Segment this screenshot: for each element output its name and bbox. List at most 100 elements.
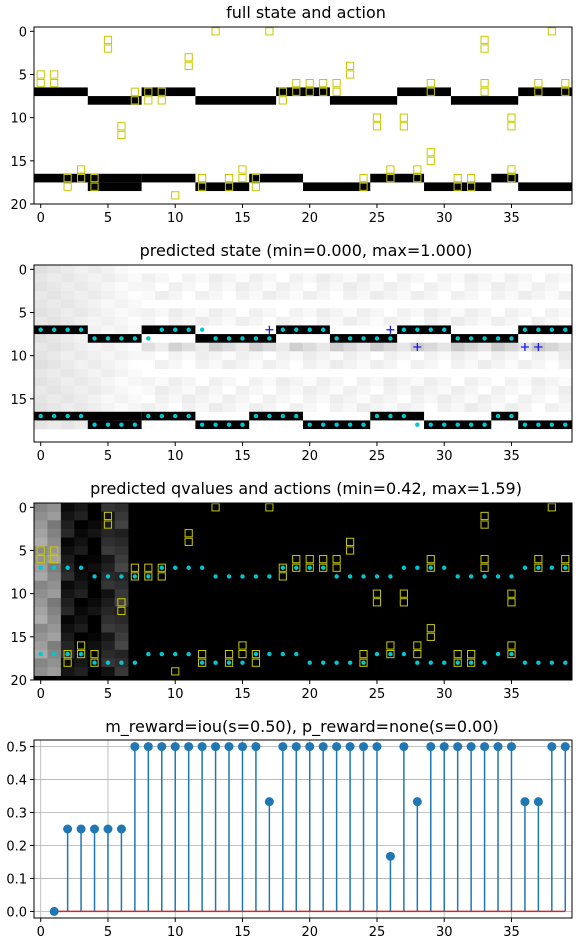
heat-cell <box>47 503 62 512</box>
state-dot <box>334 422 339 427</box>
state-dot <box>294 651 299 657</box>
heat-cell <box>114 511 129 521</box>
heat-cell <box>249 308 263 318</box>
heat-cell <box>34 537 48 547</box>
state-dot <box>146 651 151 657</box>
state-dot <box>536 327 541 332</box>
heat-cell <box>383 403 398 413</box>
heat-cell <box>545 385 559 395</box>
heat-cell <box>477 394 492 404</box>
heat-cell <box>114 351 129 361</box>
action-marker <box>63 173 72 183</box>
state-bar <box>276 325 330 335</box>
state-bar <box>518 420 572 430</box>
heat-cell <box>155 273 169 283</box>
state-bar <box>195 420 250 430</box>
state-dot <box>119 422 124 427</box>
heat-cell <box>101 290 115 300</box>
state-dot <box>522 327 528 332</box>
heat-cell <box>114 537 129 547</box>
state-dot <box>361 660 366 665</box>
heat-cell <box>101 589 115 599</box>
state-dot <box>294 565 299 570</box>
heat-cell <box>235 342 250 352</box>
heat-cell <box>87 623 102 633</box>
heat-cell <box>101 342 115 352</box>
heat-cell <box>316 308 331 318</box>
state-dot <box>401 565 407 570</box>
state-dot <box>213 660 218 665</box>
heat-cell <box>60 503 75 512</box>
action-marker <box>224 182 234 191</box>
action-marker <box>319 555 328 564</box>
x-tick-label: 20 <box>301 449 318 464</box>
state-dot <box>509 413 514 419</box>
state-dot <box>78 651 84 657</box>
state-dot <box>105 660 111 665</box>
stem-point <box>264 797 274 807</box>
heat-cell <box>128 377 142 387</box>
heat-cell <box>249 342 263 352</box>
heat-cell <box>329 273 344 283</box>
action-marker <box>50 555 59 564</box>
heat-cell <box>114 520 129 530</box>
x-tick-label: 10 <box>167 211 184 226</box>
action-marker <box>480 87 489 96</box>
heat-cell <box>47 632 62 642</box>
action-marker <box>76 641 86 650</box>
action-marker <box>251 182 261 191</box>
heat-cell <box>128 265 142 274</box>
heat-cell <box>47 572 62 582</box>
state-bar <box>195 182 250 192</box>
action-marker <box>238 165 247 174</box>
state-dot <box>65 413 70 419</box>
heat-cell <box>235 316 250 326</box>
heat-cell <box>101 359 115 369</box>
y-tick-label: 15 <box>10 393 27 408</box>
state-dot <box>78 565 84 570</box>
heat-cell <box>114 528 129 538</box>
heat-cell <box>181 308 196 318</box>
action-marker <box>413 641 422 650</box>
heat-cell <box>262 403 277 413</box>
heat-cell <box>450 273 465 283</box>
heat-cell <box>558 342 573 352</box>
heat-cell <box>289 273 304 283</box>
heat-cell <box>303 290 317 300</box>
heat-cell <box>370 403 384 413</box>
heat-cell <box>235 385 250 395</box>
heat-cell <box>47 282 62 292</box>
state-bar <box>87 182 142 192</box>
x-tick-label: 30 <box>436 925 453 940</box>
state-dot <box>361 422 366 427</box>
state-dot <box>320 565 326 570</box>
state-bar <box>249 411 303 421</box>
heat-cell <box>477 359 492 369</box>
state-bar <box>491 173 519 183</box>
action-marker <box>36 70 45 79</box>
action-marker <box>413 165 422 174</box>
state-bar <box>518 87 572 97</box>
state-dot <box>468 336 474 341</box>
action-marker <box>76 649 86 659</box>
heat-cell <box>181 394 196 404</box>
heat-cell <box>370 342 384 352</box>
state-bar <box>370 173 425 183</box>
action-marker <box>413 649 422 659</box>
heat-cell <box>464 342 479 352</box>
state-bar <box>518 325 572 335</box>
state-dot <box>388 574 393 579</box>
heat-cell <box>60 265 75 274</box>
action-marker <box>359 658 368 667</box>
state-dot <box>468 574 474 579</box>
heat-cell <box>424 342 438 352</box>
state-dot <box>415 327 420 332</box>
heat-cell <box>114 563 129 573</box>
x-tick-label: 15 <box>234 687 251 702</box>
heat-cell <box>316 394 331 404</box>
plus-marker <box>534 343 543 352</box>
heat-cell <box>208 403 223 413</box>
state-bar <box>397 87 451 97</box>
heat-cell <box>383 351 398 361</box>
